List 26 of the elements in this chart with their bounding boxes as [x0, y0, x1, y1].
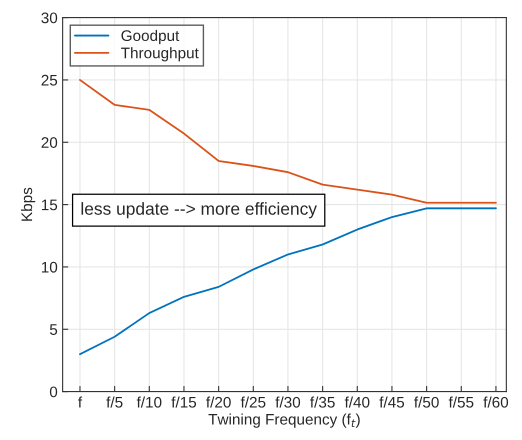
- x-tick-label: f/35: [310, 396, 335, 408]
- x-tick-label: f/25: [240, 396, 266, 408]
- y-tick-label: 30: [41, 12, 58, 24]
- x-tick-label: f/60: [483, 396, 508, 408]
- y-tick-label: 15: [42, 200, 58, 210]
- y-tick-label: 10: [42, 262, 58, 273]
- x-tick-label: f/40: [344, 396, 370, 408]
- x-tick-label: f/15: [171, 396, 196, 408]
- x-tick-label: f/30: [275, 396, 300, 408]
- x-tick-label: f/5: [106, 396, 122, 408]
- x-axis-title: Twining Frequency (f$_{t}$): [208, 413, 360, 428]
- annotation: less update --> more efficiency: [82, 202, 317, 218]
- y-tick-label: 20: [42, 137, 58, 148]
- x-tick-label: f/10: [136, 396, 162, 408]
- y-tick-label: 0: [50, 386, 58, 398]
- x-tick-label: f: [78, 396, 82, 408]
- x-tick-label: f/45: [379, 396, 404, 408]
- y-tick-label: 25: [42, 74, 58, 86]
- x-tick-label: f/20: [206, 396, 231, 408]
- legend-label: Goodput: [121, 30, 180, 44]
- line-series: [79, 79, 497, 204]
- x-tick-label: f/50: [414, 396, 439, 408]
- y-tick-label: 5: [50, 324, 58, 335]
- legend-label: Throughput: [121, 47, 199, 62]
- y-axis-title: Kbps: [20, 188, 36, 221]
- x-tick-label: f/55: [448, 396, 474, 408]
